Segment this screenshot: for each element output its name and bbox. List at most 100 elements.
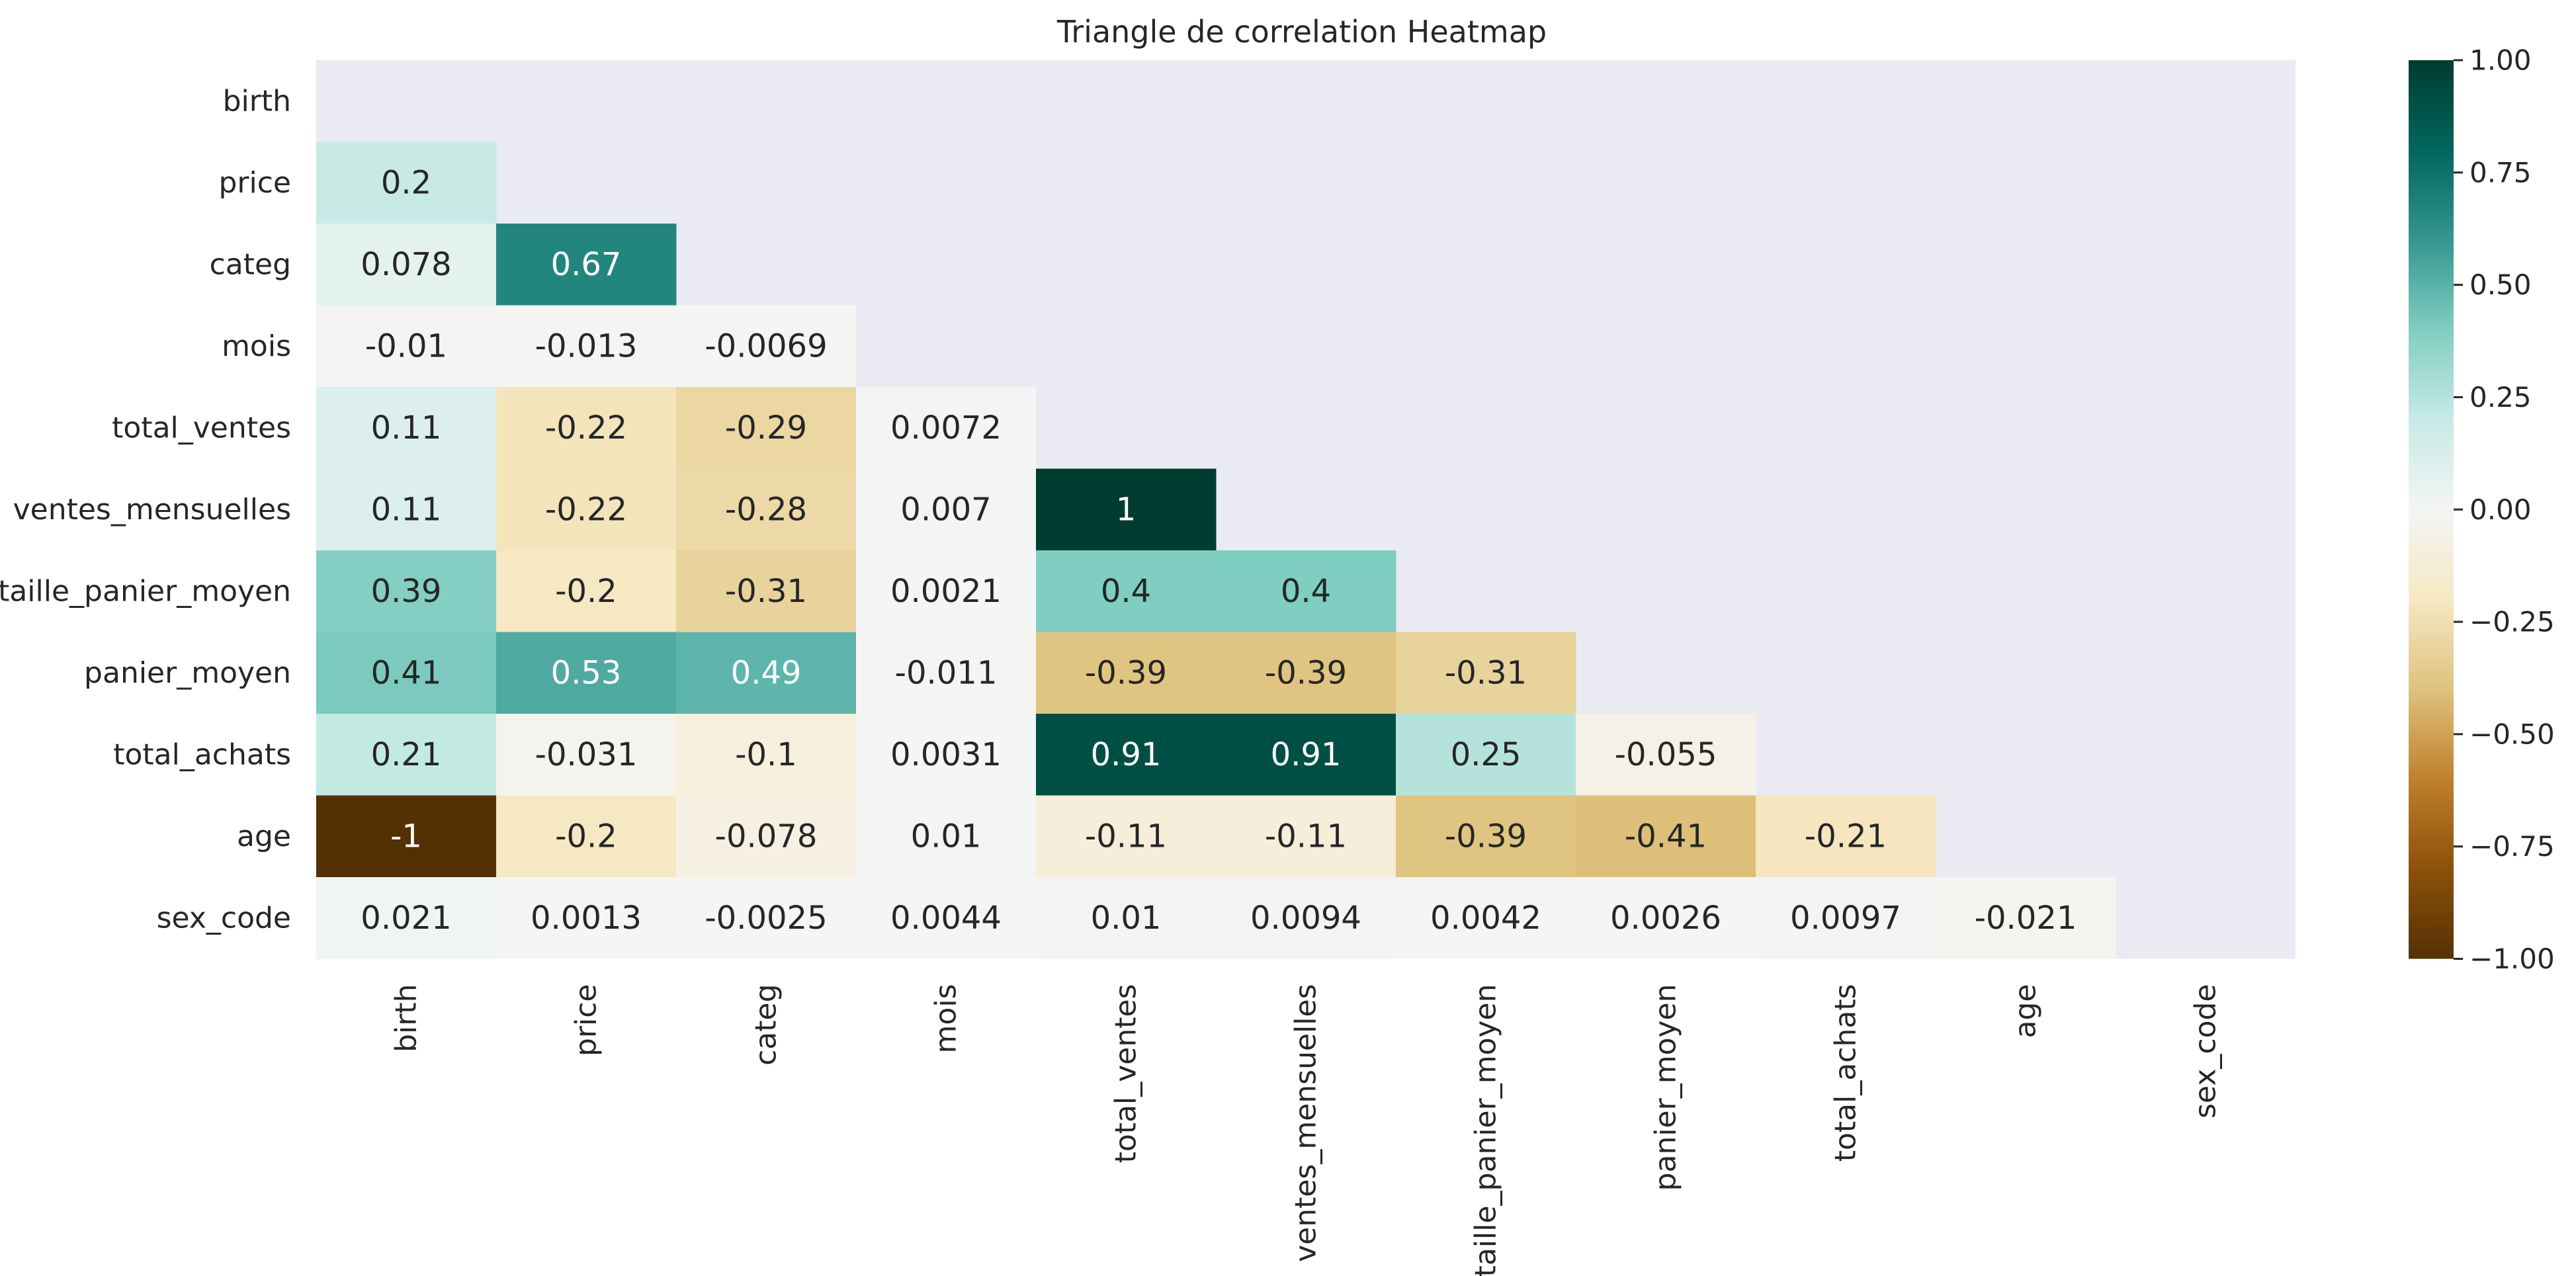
y-tick-label-taille_panier_moyen: taille_panier_moyen [0, 574, 291, 608]
colorbar: 1.00 0.75 0.50 0.25 0.00 −0.25 −0.50 −0.75 −1.00 [2409, 44, 2555, 975]
colorbar-gradient [2409, 60, 2454, 959]
x-tick-label-total_achats: total_achats [1829, 984, 1863, 1162]
cell-value-label: 0.021 [361, 900, 451, 937]
cell-value-label: -0.2 [555, 573, 617, 610]
y-tick-label-total_achats: total_achats [113, 738, 291, 771]
cell-value-label: -0.28 [725, 491, 807, 528]
cell-value-label: 0.007 [900, 491, 991, 528]
heatmap-cell-sex_code-mois [856, 877, 1037, 959]
x-tick-label-mois: mois [929, 984, 963, 1054]
cell-value-label: 0.21 [371, 736, 442, 773]
heatmap-cell-taille_panier_moyen-ventes_mensuelles [1216, 550, 1396, 632]
cell-value-label: -0.31 [1445, 654, 1527, 691]
y-axis-tick-labels: birth price categ mois total_ventes ventes_me… [0, 84, 291, 935]
heatmap-cell-mois-birth [316, 305, 497, 388]
heatmap-cell-ventes_mensuelles-mois [856, 468, 1037, 551]
cell-value-label: -0.31 [725, 573, 807, 610]
cell-value-label: 0.91 [1271, 736, 1342, 773]
heatmap-cells [316, 142, 2116, 959]
heatmap-cell-sex_code-total_achats [1756, 877, 1936, 959]
heatmap-cell-sex_code-birth [316, 877, 497, 959]
heatmap-cell-panier_moyen-categ [676, 632, 857, 714]
colorbar-tick-label: 0.75 [2469, 156, 2532, 189]
heatmap-cell-taille_panier_moyen-birth [316, 550, 497, 632]
cell-value-label: -0.0025 [705, 900, 827, 937]
heatmap-cell-mois-price [496, 305, 677, 388]
heatmap-cell-panier_moyen-total_ventes [1036, 632, 1217, 714]
y-tick-label-birth: birth [223, 84, 291, 118]
heatmap-cell-ventes_mensuelles-categ [676, 468, 857, 551]
y-tick-label-age: age [237, 820, 291, 853]
cell-value-label: -0.29 [725, 409, 807, 447]
cell-value-label: -0.11 [1085, 818, 1167, 855]
colorbar-tick-label: 0.00 [2469, 493, 2532, 526]
heatmap-cell-total_achats-birth [316, 714, 497, 796]
cell-value-label: 0.39 [371, 573, 442, 610]
heatmap-cell-age-categ [676, 795, 857, 878]
x-axis-tick-labels: birth price categ mois total_ventes ventes_me… [390, 984, 2223, 1276]
heatmap-cell-ventes_mensuelles-price [496, 468, 677, 551]
heatmap-cell-age-ventes_mensuelles [1216, 795, 1396, 878]
x-tick-label-age: age [2009, 984, 2043, 1039]
heatmap-cell-sex_code-taille_panier_moyen [1396, 877, 1576, 959]
colorbar-tick-label: −0.75 [2469, 830, 2555, 863]
colorbar-tick-label: −0.25 [2469, 606, 2555, 638]
colorbar-tick-label: 0.50 [2469, 269, 2532, 301]
cell-value-label: -0.031 [535, 736, 638, 773]
heatmap-cell-sex_code-price [496, 877, 677, 959]
cell-value-label: -0.11 [1265, 818, 1347, 855]
y-tick-label-sex_code: sex_code [157, 901, 291, 935]
cell-value-label: 0.67 [551, 246, 622, 283]
heatmap-cell-age-taille_panier_moyen [1396, 795, 1576, 878]
x-tick-label-sex_code: sex_code [2189, 984, 2223, 1119]
heatmap-cell-taille_panier_moyen-categ [676, 550, 857, 632]
heatmap-cell-sex_code-total_ventes [1036, 877, 1217, 959]
cell-value-label: 0.0042 [1430, 900, 1541, 937]
cell-value-label: 0.0013 [531, 900, 642, 937]
x-tick-label-price: price [570, 984, 603, 1057]
heatmap-cell-categ-birth [316, 224, 497, 306]
cell-value-label: -0.39 [1445, 818, 1527, 855]
heatmap-cell-ventes_mensuelles-birth [316, 468, 497, 551]
heatmap-cell-age-total_ventes [1036, 795, 1217, 878]
chart-title: Triangle de correlation Heatmap [1056, 14, 1547, 50]
cell-value-label: 0.25 [1451, 736, 1522, 773]
cell-value-label: 0.0072 [890, 409, 1002, 447]
cell-value-label: 0.01 [1091, 900, 1162, 937]
cell-value-label: 0.078 [361, 246, 451, 283]
cell-value-label: -0.22 [545, 409, 627, 447]
cell-value-label: 0.0031 [890, 736, 1002, 773]
x-tick-label-taille_panier_moyen: taille_panier_moyen [1469, 984, 1503, 1276]
heatmap-cell-total_ventes-birth [316, 387, 497, 469]
heatmap-cell-total_achats-categ [676, 714, 857, 796]
cell-value-label: 0.41 [371, 654, 442, 691]
cell-value-label: 0.0097 [1790, 900, 1901, 937]
x-tick-label-ventes_mensuelles: ventes_mensuelles [1289, 984, 1323, 1262]
heatmap-cell-age-price [496, 795, 677, 878]
heatmap-cell-price-birth [316, 142, 497, 224]
heatmap-cell-panier_moyen-price [496, 632, 677, 714]
heatmap-cell-total_ventes-price [496, 387, 677, 469]
heatmap-cell-ventes_mensuelles-total_ventes [1036, 468, 1217, 551]
cell-value-label: -0.39 [1265, 654, 1347, 691]
heatmap-cell-mois-categ [676, 305, 857, 388]
y-tick-label-price: price [218, 166, 291, 200]
cell-value-label: -0.021 [1975, 900, 2077, 937]
cell-value-label: -0.01 [365, 327, 447, 364]
heatmap-cell-taille_panier_moyen-mois [856, 550, 1037, 632]
cell-value-label: 0.4 [1101, 573, 1151, 610]
heatmap-cell-taille_panier_moyen-total_ventes [1036, 550, 1217, 632]
heatmap-cell-panier_moyen-taille_panier_moyen [1396, 632, 1576, 714]
heatmap-cell-sex_code-ventes_mensuelles [1216, 877, 1396, 959]
y-tick-label-ventes_mensuelles: ventes_mensuelles [13, 493, 291, 527]
heatmap-cell-panier_moyen-birth [316, 632, 497, 714]
heatmap-cell-sex_code-age [1936, 877, 2116, 959]
cell-value-label: 1 [1116, 491, 1137, 528]
x-tick-label-total_ventes: total_ventes [1109, 984, 1143, 1164]
heatmap-cell-total_achats-price [496, 714, 677, 796]
cell-value-label: -0.2 [555, 818, 617, 855]
colorbar-tick-label: −1.00 [2469, 943, 2555, 975]
x-tick-label-panier_moyen: panier_moyen [1649, 984, 1683, 1191]
heatmap-cell-total_achats-mois [856, 714, 1037, 796]
